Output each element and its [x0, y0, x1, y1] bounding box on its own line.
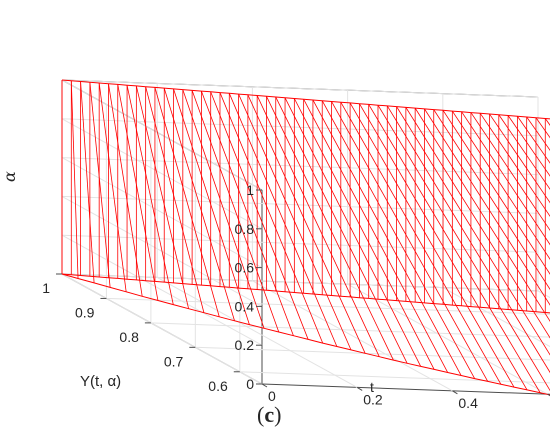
mesh-line-left [210, 91, 309, 340]
z-tick-label: 0.8 [235, 221, 255, 237]
mesh-line-left [266, 96, 394, 361]
mesh-line-left [284, 97, 422, 367]
mesh-line-left [396, 106, 550, 356]
x-tick-label: 0.2 [363, 391, 383, 407]
mesh-line-left [349, 102, 515, 388]
y-tick-label: 0.7 [164, 353, 184, 369]
mesh-line-left [98, 82, 127, 292]
mesh-line-left [489, 113, 550, 204]
mesh-line-left [80, 81, 95, 283]
y-grid-line [239, 177, 550, 384]
z-tick-label: 0.2 [235, 337, 255, 353]
mesh-line-left [293, 98, 435, 370]
z-tick-label: 0.4 [235, 298, 255, 314]
mesh-line-left [479, 113, 550, 217]
mesh-line-left [256, 95, 380, 357]
y-tick-label: 1 [42, 280, 50, 296]
mesh-line-left [433, 109, 550, 291]
x-grid-line [61, 80, 263, 385]
x-tick-mark [547, 393, 550, 397]
x-tick-label: 0.4 [458, 395, 478, 411]
mesh-line-left [163, 88, 235, 321]
mesh-line-left [247, 94, 366, 354]
mesh-line-left [135, 85, 189, 309]
mesh-line-left [228, 93, 338, 347]
x-tick-mark [356, 386, 363, 391]
surface-mesh [61, 79, 550, 396]
figure-caption: (c) [257, 402, 281, 427]
z-tick-label: 0 [246, 376, 254, 392]
mesh-line-left [145, 86, 205, 313]
z-tick-label: 0.6 [235, 260, 255, 276]
grid-lines [61, 79, 550, 395]
peak-curve [61, 79, 550, 120]
mesh-line-left [173, 88, 250, 325]
mesh-line-left [414, 107, 550, 322]
mesh-line-left [377, 104, 550, 392]
mesh-line-left [126, 85, 174, 305]
y-tick-label: 0.6 [208, 378, 228, 394]
z-tick-label: 1 [246, 182, 254, 198]
y-tick-label: 0.9 [75, 304, 95, 320]
mesh-line-left [117, 84, 159, 301]
caption-close-paren: ) [274, 402, 281, 427]
caption-open-paren: ( [257, 402, 264, 427]
mesh-line-left [340, 102, 502, 385]
y-grid-line [150, 128, 550, 338]
mesh-line-left [321, 100, 476, 379]
x-tick-mark [261, 383, 268, 388]
mesh-line-left [368, 104, 541, 393]
mesh-line-left [331, 101, 489, 382]
x-axis-line [261, 383, 550, 395]
lower-boundary-curve [61, 273, 550, 396]
mesh-line-left [191, 90, 280, 333]
mesh-line-left [507, 115, 550, 177]
y-axis-label: Y(t, α) [80, 373, 121, 390]
mesh-line-left [70, 80, 79, 279]
z-grid-line [61, 118, 539, 230]
mesh-line-left [201, 90, 294, 336]
z-axis-label: α [0, 171, 19, 182]
z-grid-line [61, 79, 539, 191]
mesh-line-left [219, 92, 324, 344]
x-tick-label: 0 [268, 388, 276, 404]
mesh-line-left [424, 108, 550, 306]
mesh-line-left [154, 87, 220, 317]
caption-letter: c [264, 402, 274, 427]
x-axis-label: t [370, 379, 374, 395]
upper-boundary-curve [61, 273, 550, 314]
y-tick-label: 0.8 [119, 329, 139, 345]
axes-box [61, 79, 550, 395]
mesh-line-left [461, 111, 550, 246]
mesh-line-left [238, 93, 352, 351]
mesh-line-left [89, 82, 111, 288]
mesh-line-left [442, 110, 550, 275]
x-grid-line [251, 86, 453, 392]
mesh-line-left [451, 110, 550, 260]
tick-labels: 00.20.40.60.810.60.70.80.9100.20.40.60.8… [42, 182, 550, 411]
mesh-line-left [470, 112, 550, 231]
mesh-line-left [303, 99, 449, 373]
mesh-line-left [275, 96, 408, 364]
x-tick-mark [452, 390, 458, 395]
x-grid-line [442, 93, 550, 348]
mesh-line-left [498, 114, 550, 190]
mesh-line-left [386, 105, 550, 374]
